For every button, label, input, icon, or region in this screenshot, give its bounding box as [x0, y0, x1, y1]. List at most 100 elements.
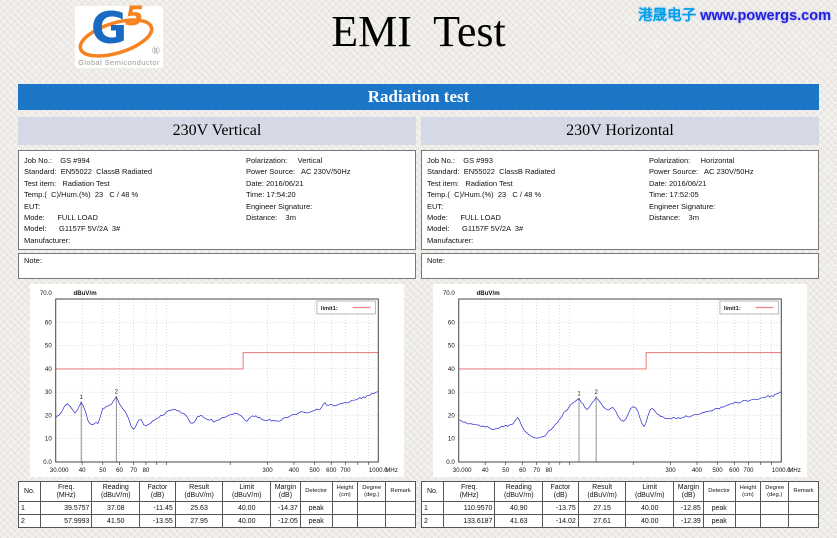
info-line: Distance: 3m	[245, 213, 296, 223]
x-axis-tick-label: 40	[482, 467, 489, 474]
x-axis-tick-label: 80	[546, 467, 553, 474]
column-header: Height (cm)	[331, 481, 359, 502]
y-axis-tick-label: 0.0	[43, 459, 52, 466]
table-row: 1 110.9570 40.90 -13.75 27.15 40.00 -12.85 peak	[421, 501, 819, 515]
company-name: 港晟电子	[638, 8, 697, 24]
y-axis-tick-label: 30	[448, 389, 455, 396]
table-cell: -14.37	[270, 501, 301, 515]
table-cell	[788, 514, 819, 528]
logo-caption: Global Semiconductor	[78, 58, 160, 67]
x-axis-tick-label: 400	[289, 467, 300, 474]
table-cell: peak	[702, 514, 736, 528]
x-axis-tick-label: 300	[262, 467, 273, 474]
table-cell	[734, 501, 762, 515]
signal-trace	[55, 391, 379, 430]
info-line: Engineer Signature:	[648, 201, 716, 211]
y-axis-tick-label: 10	[45, 436, 52, 443]
limit-line	[458, 352, 782, 370]
results-table: No. Freq. (MHz) Reading (dBuV/m) Factor (dB) Re…	[421, 481, 819, 528]
x-axis-tick-label: 80	[143, 467, 150, 474]
legend: limit1:	[316, 300, 376, 315]
logo-swirl-ellipse	[78, 18, 154, 58]
table-cell	[385, 514, 416, 528]
column-header: Freq. (MHz)	[442, 481, 496, 502]
table-cell: -11.45	[139, 501, 176, 515]
info-line: Polarization: Vertical	[245, 156, 323, 165]
table-cell: 40.00	[625, 514, 675, 528]
note-box: Note:	[18, 253, 416, 279]
column-header: Limit (dBuV/m)	[625, 481, 675, 502]
chart-box: × 1 × 2 70.0 60 50 40 30 20 10 0.0 dBuV/m 30.000 40 50 6…	[433, 284, 807, 477]
table-cell: 41.63	[494, 514, 544, 528]
legend-label: limit1:	[724, 306, 741, 312]
table-cell: peak	[299, 514, 333, 528]
info-line: Job No.: GS #994	[24, 156, 90, 165]
table-cell: 110.9570	[442, 501, 496, 515]
info-line: Distance: 3m	[648, 213, 699, 223]
info-line: EUT:	[427, 201, 444, 211]
peak-marker-label: 1	[577, 391, 581, 397]
column-header: Remark	[385, 481, 416, 502]
table-cell	[331, 514, 359, 528]
y-axis-tick-label: 10	[448, 436, 455, 443]
website-url[interactable]: www.powergs.com	[700, 8, 831, 24]
table-cell: 57.9993	[39, 514, 93, 528]
peak-marker-label: 1	[80, 395, 84, 401]
y-axis-unit-label: dBuV/m	[477, 290, 501, 297]
info-line: EUT:	[24, 201, 41, 211]
table-cell: -13.55	[139, 514, 176, 528]
plot-frame	[55, 298, 379, 463]
column-header: Detector	[299, 481, 333, 502]
x-axis-tick-label: 70	[533, 467, 540, 474]
table-cell: 2	[18, 514, 41, 528]
column-header: Factor (dB)	[542, 481, 579, 502]
column-header: No.	[421, 481, 444, 502]
table-cell	[385, 501, 416, 515]
table-cell: peak	[702, 501, 736, 515]
plot-frame	[458, 298, 782, 463]
note-box: Note:	[421, 253, 819, 279]
x-axis-tick-label: 40	[79, 467, 86, 474]
x-axis-tick-label: 700	[340, 467, 351, 474]
results-table: No. Freq. (MHz) Reading (dBuV/m) Factor (dB) Re…	[18, 481, 416, 528]
column-header: Result (dBuV/m)	[174, 481, 224, 502]
info-line: Time: 17:54:20	[245, 190, 296, 200]
grid	[55, 299, 379, 465]
x-axis-tick-label: 600	[729, 467, 740, 474]
column-header: Freq. (MHz)	[39, 481, 93, 502]
y-axis-tick-label: 70.0	[40, 290, 52, 297]
column-header: Margin (dB)	[270, 481, 301, 502]
info-line: Standard: EN55022 ClassB Radiated	[24, 167, 152, 177]
info-column-left: Job No.: GS #993 Standard: EN55022 ClassB…	[427, 155, 649, 247]
table-cell: 2	[421, 514, 444, 528]
info-line: Time: 17:52:05	[648, 190, 699, 200]
legend: limit1:	[719, 300, 779, 315]
site-link-area: 港晟电子 www.powergs.com	[638, 4, 831, 25]
table-cell: -12.39	[673, 514, 704, 528]
info-line: Model: G1157F 5V/2A 3#	[427, 224, 524, 234]
column-header: Reading (dBuV/m)	[494, 481, 544, 502]
info-column-right: Polarization: Horizontal Power Source: AC…	[649, 155, 813, 247]
info-line: Model: G1157F 5V/2A 3#	[24, 224, 121, 234]
x-axis-tick-label: 30.000	[50, 467, 69, 474]
column-header: Height (cm)	[734, 481, 762, 502]
report-header: G 5 ® Global Semiconductor EMI Test 港晟电子…	[0, 0, 837, 82]
table-cell: 25.63	[174, 501, 224, 515]
info-line: Test item: Radiation Test	[427, 178, 513, 188]
table-cell: 27.15	[577, 501, 627, 515]
table-cell: 37.08	[91, 501, 141, 515]
table-cell: 40.00	[625, 501, 675, 515]
info-line: Date: 2016/06/21	[245, 178, 304, 188]
column-header: Detector	[702, 481, 736, 502]
logo-digit-5: 5	[125, 1, 144, 32]
info-line: Manufacturer:	[427, 235, 474, 245]
info-column-left: Job No.: GS #994 Standard: EN55022 ClassB…	[24, 155, 246, 247]
info-line: Temp.( C)/Hum.(%) 23 C / 48 %	[24, 190, 139, 200]
table-cell: 1	[421, 501, 444, 515]
column-header: Factor (dB)	[139, 481, 176, 502]
info-line: Polarization: Horizontal	[648, 156, 735, 165]
column-header: Margin (dB)	[673, 481, 704, 502]
peak-marker-label: 2	[594, 390, 598, 396]
info-line: Temp.( C)/Hum.(%) 23 C / 48 %	[427, 190, 542, 200]
